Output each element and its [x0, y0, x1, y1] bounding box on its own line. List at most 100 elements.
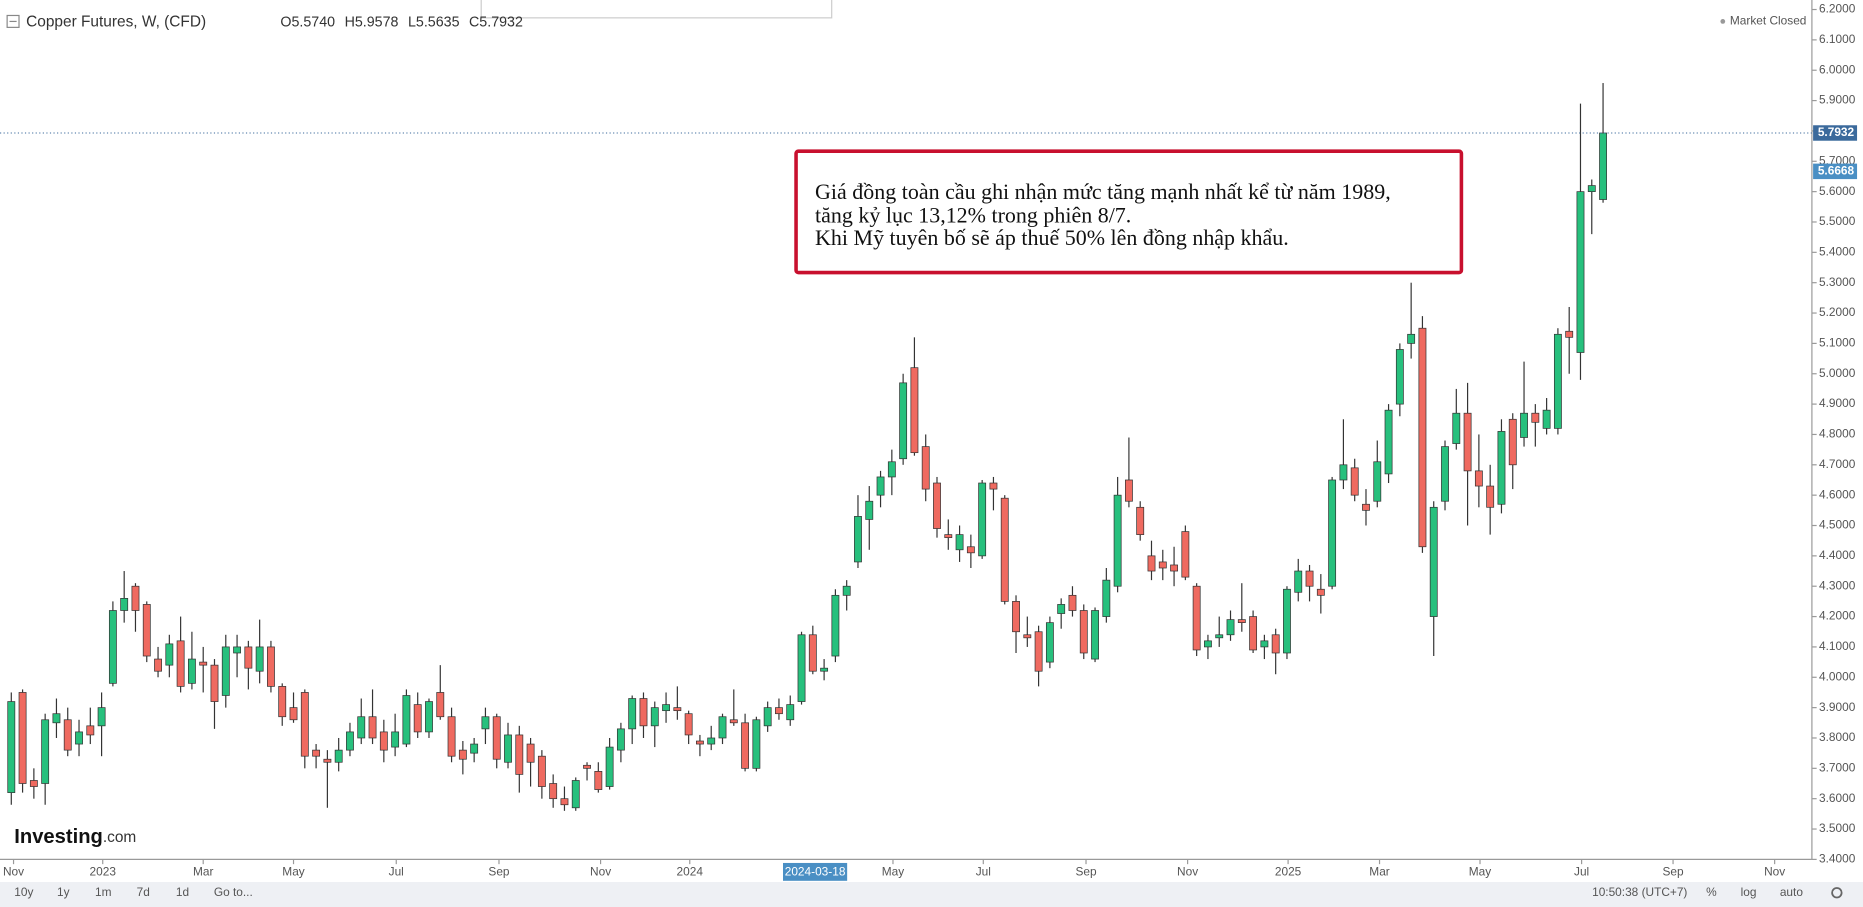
candle-body [989, 482, 998, 490]
candle-body [470, 743, 479, 754]
y-tick-label: 3.6000 [1819, 791, 1856, 805]
candle-body [142, 604, 151, 657]
y-tick-label: 4.5000 [1819, 518, 1856, 532]
collapse-button[interactable] [6, 14, 20, 28]
x-tick-label: Nov [590, 865, 611, 879]
candle-body [1373, 461, 1382, 502]
candle-body [221, 646, 230, 696]
candle-body [571, 780, 580, 809]
candle-body [718, 716, 727, 739]
y-tick-label: 3.4000 [1819, 852, 1856, 866]
option-button[interactable]: % [1706, 885, 1717, 899]
ohlc-value: H5.9578 [345, 14, 399, 30]
y-tick-label: 5.0000 [1819, 366, 1856, 380]
x-tick-label: 2025 [1275, 865, 1302, 879]
candle-body [1136, 506, 1145, 535]
candle-body [52, 713, 61, 724]
candle-body [1474, 470, 1483, 487]
candle-body [1486, 485, 1495, 508]
candle-body [1023, 634, 1032, 639]
status-dot [1720, 19, 1726, 24]
x-tick-label: Sep [1075, 865, 1097, 879]
candle-body [1045, 622, 1054, 663]
candle-body [75, 731, 83, 745]
candle-body [1034, 631, 1043, 672]
candle-body [334, 749, 343, 763]
candle-body [233, 646, 241, 654]
candle-body [1565, 330, 1574, 338]
y-tick-label: 3.8000 [1819, 730, 1856, 744]
candle-body [616, 728, 625, 751]
candle-body [1068, 594, 1077, 611]
candle-body [1531, 412, 1540, 423]
candle-body [1587, 185, 1596, 192]
x-tick-label: Jul [389, 865, 404, 879]
candle-body [944, 534, 953, 539]
candle-body [797, 634, 806, 702]
candle-body [752, 719, 761, 769]
candle-body [639, 698, 648, 727]
candle-body [921, 446, 930, 490]
toolbar-button[interactable]: 7d [137, 885, 150, 899]
candle-body [244, 646, 253, 669]
candle-body [131, 585, 140, 611]
ohlc-value: L5.5635 [408, 14, 460, 30]
toolbar-button[interactable]: 10y [14, 885, 33, 899]
candle-body [199, 661, 208, 666]
candle-body [504, 734, 512, 763]
toolbar-button[interactable]: 1y [57, 885, 70, 899]
candle-body [1395, 349, 1404, 405]
option-button[interactable]: log [1741, 885, 1757, 899]
candle-body [1057, 604, 1066, 614]
x-tick-label: Nov [3, 865, 24, 879]
candle-body [560, 798, 569, 806]
candle-body [357, 716, 366, 739]
y-tick-label: 4.9000 [1819, 396, 1856, 410]
y-tick-label: 6.2000 [1819, 2, 1856, 16]
candle-body [1204, 640, 1212, 648]
candle-body [707, 737, 716, 745]
y-tick-label: 5.9000 [1819, 93, 1856, 107]
candle-body [1599, 132, 1607, 200]
candle-body [594, 771, 603, 790]
candle-body [1113, 494, 1122, 587]
y-tick-label: 4.0000 [1819, 669, 1856, 683]
candle-body [1170, 564, 1178, 572]
candle-body [481, 716, 490, 730]
candle-body [515, 734, 524, 775]
market-status: Market Closed [1730, 14, 1806, 28]
candle-body [526, 743, 535, 763]
candle-body [537, 755, 546, 787]
candle-body [267, 646, 275, 687]
x-tick-label: Mar [193, 865, 213, 879]
annotation-line: Giá đồng toàn cầu ghi nhận mức tăng mạnh… [815, 179, 1391, 204]
candle-body [458, 749, 467, 760]
candle-body [1553, 333, 1562, 429]
candle-body [696, 740, 704, 745]
candle-body [1012, 601, 1020, 633]
y-tick-label: 5.6000 [1819, 184, 1856, 198]
candle-body [176, 640, 185, 687]
option-button[interactable]: auto [1780, 885, 1803, 899]
x-tick-label: 2024 [677, 865, 704, 879]
toolbar-button[interactable]: Go to... [214, 885, 253, 899]
y-tick-label: 4.3000 [1819, 578, 1856, 592]
candle-body [29, 780, 38, 787]
candle-body [346, 731, 354, 751]
settings-icon[interactable] [1831, 887, 1843, 899]
y-tick-label: 5.1000 [1819, 336, 1856, 350]
logo: Investing.com [14, 826, 136, 848]
toolbar-button[interactable]: 1d [176, 885, 189, 899]
y-tick-label: 4.7000 [1819, 457, 1856, 471]
candle-body [413, 704, 422, 733]
logo-suffix: .com [103, 829, 136, 846]
candle-body [583, 764, 591, 769]
candle-body [1497, 431, 1506, 505]
y-tick-label: 5.2000 [1819, 305, 1856, 319]
candle-body [1260, 640, 1269, 648]
candle-body [741, 722, 750, 769]
toolbar-button[interactable]: 1m [95, 885, 112, 899]
y-tick-label: 3.7000 [1819, 760, 1856, 774]
x-tick-label: Nov [1177, 865, 1198, 879]
